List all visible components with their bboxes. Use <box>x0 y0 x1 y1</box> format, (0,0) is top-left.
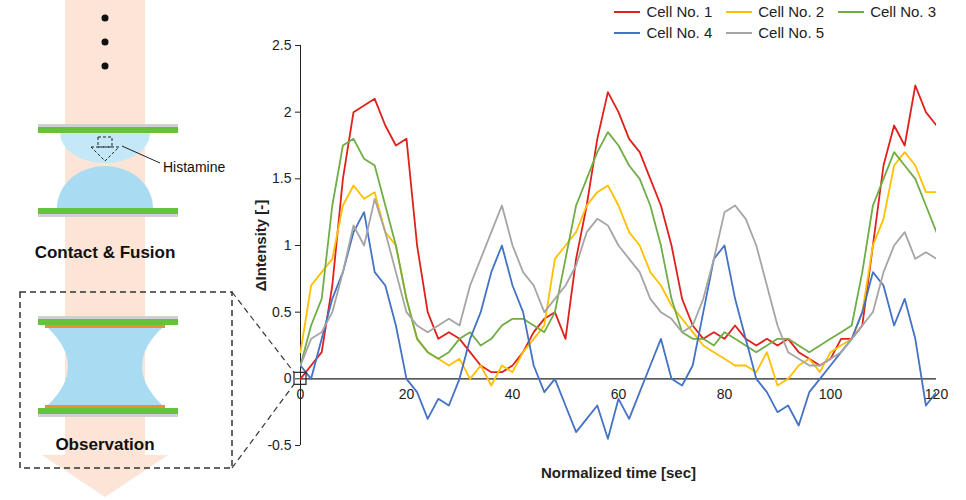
svg-text:60: 60 <box>611 386 627 402</box>
svg-text:Contact & Fusion: Contact & Fusion <box>35 243 176 262</box>
svg-text:120: 120 <box>925 386 949 402</box>
svg-text:Normalized time [sec]: Normalized time [sec] <box>541 464 696 481</box>
html-text:Cell No. 3: Cell No. 3 <box>870 3 936 20</box>
svg-text:-0.5: -0.5 <box>267 437 291 453</box>
svg-text:Observation: Observation <box>55 435 154 454</box>
svg-text:80: 80 <box>717 386 733 402</box>
svg-text:1.5: 1.5 <box>272 170 292 186</box>
svg-text:20: 20 <box>399 386 415 402</box>
svg-text:2: 2 <box>284 104 292 120</box>
svg-text:1: 1 <box>284 237 292 253</box>
svg-text:100: 100 <box>819 386 843 402</box>
svg-text:0: 0 <box>284 370 292 386</box>
svg-text:ΔIntensity [-]: ΔIntensity [-] <box>252 200 269 292</box>
html-text:Cell No. 1: Cell No. 1 <box>646 3 713 20</box>
svg-text:0.5: 0.5 <box>272 304 292 320</box>
svg-text:Histamine: Histamine <box>163 159 225 175</box>
svg-text:40: 40 <box>505 386 521 402</box>
html-text:Cell No. 2: Cell No. 2 <box>758 3 825 20</box>
html-text:Cell No. 4: Cell No. 4 <box>646 24 713 41</box>
svg-text:2.5: 2.5 <box>272 37 292 53</box>
html-text:Cell No. 5: Cell No. 5 <box>758 24 825 41</box>
svg-text:0: 0 <box>297 386 305 402</box>
